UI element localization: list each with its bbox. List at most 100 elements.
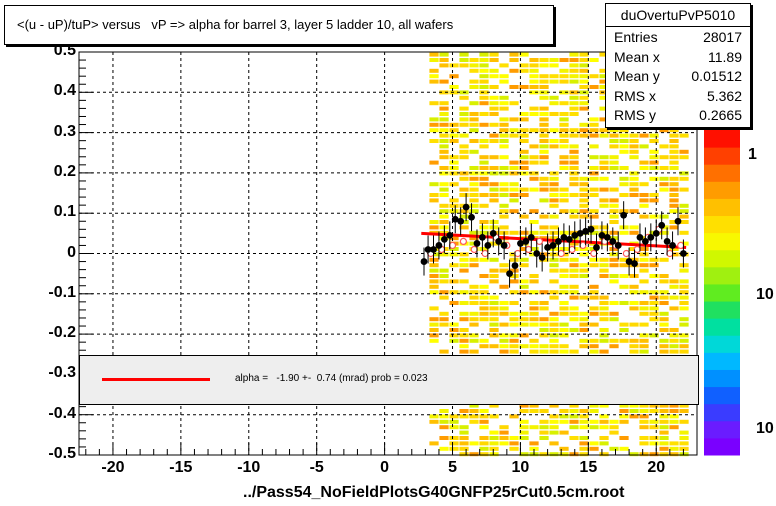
heatmap-cell <box>659 344 669 349</box>
heatmap-cell <box>659 409 669 413</box>
heatmap-cell <box>519 317 529 322</box>
heatmap-cell <box>669 198 679 203</box>
heatmap-cell <box>469 117 479 122</box>
heatmap-cell <box>519 230 529 235</box>
heatmap-cell <box>639 252 649 257</box>
heatmap-cell <box>469 263 479 268</box>
data-point <box>680 250 687 257</box>
heatmap-cell <box>449 122 459 127</box>
heatmap-cell <box>629 144 639 149</box>
heatmap-cell <box>449 160 459 165</box>
heatmap-cell <box>499 322 509 327</box>
heatmap-cell <box>579 247 589 251</box>
heatmap-cell <box>659 441 669 446</box>
color-scale-segment <box>704 369 740 388</box>
heatmap-cell <box>449 182 459 187</box>
heatmap-cell <box>679 441 689 446</box>
heatmap-cell <box>669 403 679 408</box>
heatmap-cell <box>669 128 679 133</box>
heatmap-cell <box>539 452 549 457</box>
heatmap-cell <box>609 187 619 192</box>
heatmap-cell <box>649 301 659 305</box>
heatmap-cell <box>439 112 449 116</box>
heatmap-cell <box>599 187 609 192</box>
open-data-point <box>470 245 478 254</box>
x-tick-label: -15 <box>169 459 193 476</box>
heatmap-cell <box>669 139 679 143</box>
heatmap-cell <box>439 106 449 111</box>
heatmap-cell <box>449 166 459 170</box>
heatmap-cell <box>439 144 449 149</box>
heatmap-cell <box>569 74 579 79</box>
open-data-point <box>568 245 576 254</box>
heatmap-cell <box>509 68 519 73</box>
heatmap-cell <box>599 198 609 203</box>
heatmap-cell <box>679 344 689 349</box>
data-point <box>440 235 448 243</box>
data-point <box>424 246 432 253</box>
heatmap-cell <box>429 333 439 338</box>
heatmap-cell <box>559 112 569 116</box>
data-point <box>652 229 660 237</box>
y-tick-label: 0.1 <box>53 203 76 221</box>
heatmap-cell <box>549 295 559 300</box>
heatmap-cell <box>539 419 549 424</box>
heatmap-cell <box>679 301 689 305</box>
heatmap-cell <box>539 306 549 311</box>
heatmap-cell <box>599 128 609 133</box>
heatmap-cell <box>669 409 679 413</box>
heatmap-cell <box>499 117 509 122</box>
heatmap-cell <box>679 338 689 343</box>
heatmap-cell <box>659 214 669 219</box>
heatmap-cell <box>569 209 579 214</box>
heatmap-cell <box>639 301 649 305</box>
heatmap-cell <box>479 344 489 349</box>
heatmap-cell <box>489 112 499 116</box>
heatmap-cell <box>559 128 569 133</box>
heatmap-cell <box>649 149 659 154</box>
heatmap-cell <box>629 209 639 214</box>
heatmap-cell <box>479 58 489 62</box>
heatmap-cell <box>529 247 539 251</box>
heatmap-cell <box>459 149 469 154</box>
heatmap-cell <box>599 176 609 181</box>
heatmap-cell <box>659 301 669 305</box>
heatmap-cell <box>489 193 499 197</box>
heatmap-cell <box>469 209 479 214</box>
heatmap-cell <box>449 263 459 268</box>
heatmap-cell <box>499 338 509 343</box>
heatmap-cell <box>609 220 619 224</box>
heatmap-cell <box>579 441 589 446</box>
heatmap-cell <box>539 182 549 187</box>
heatmap-cell <box>459 112 469 116</box>
heatmap-cell <box>659 290 669 295</box>
heatmap-cell <box>579 436 589 440</box>
heatmap-cell <box>459 409 469 413</box>
heatmap-cell <box>599 263 609 268</box>
y-tick-label: 0.4 <box>53 82 76 100</box>
heatmap-cell <box>469 63 479 68</box>
heatmap-cell <box>579 311 589 316</box>
heatmap-cell <box>459 301 469 305</box>
heatmap-cell <box>479 144 489 149</box>
heatmap-cell <box>439 171 449 176</box>
heatmap-cell <box>429 182 439 187</box>
heatmap-cell <box>479 79 489 84</box>
data-point <box>663 238 671 245</box>
heatmap-cell <box>639 349 649 354</box>
heatmap-cell <box>569 176 579 181</box>
heatmap-cell <box>429 160 439 165</box>
heatmap-cell <box>469 452 479 457</box>
heatmap-cell <box>569 290 579 295</box>
heatmap-cell <box>559 452 569 457</box>
heatmap-cell <box>589 295 599 300</box>
heatmap-cell <box>469 149 479 154</box>
heatmap-cell <box>439 155 449 160</box>
data-point <box>587 225 595 233</box>
heatmap-cell <box>439 166 449 170</box>
color-scale-segment <box>704 198 740 217</box>
heatmap-cell <box>479 171 489 176</box>
heatmap-cell <box>599 95 609 100</box>
heatmap-cell <box>459 209 469 214</box>
heatmap-cell <box>649 133 659 138</box>
